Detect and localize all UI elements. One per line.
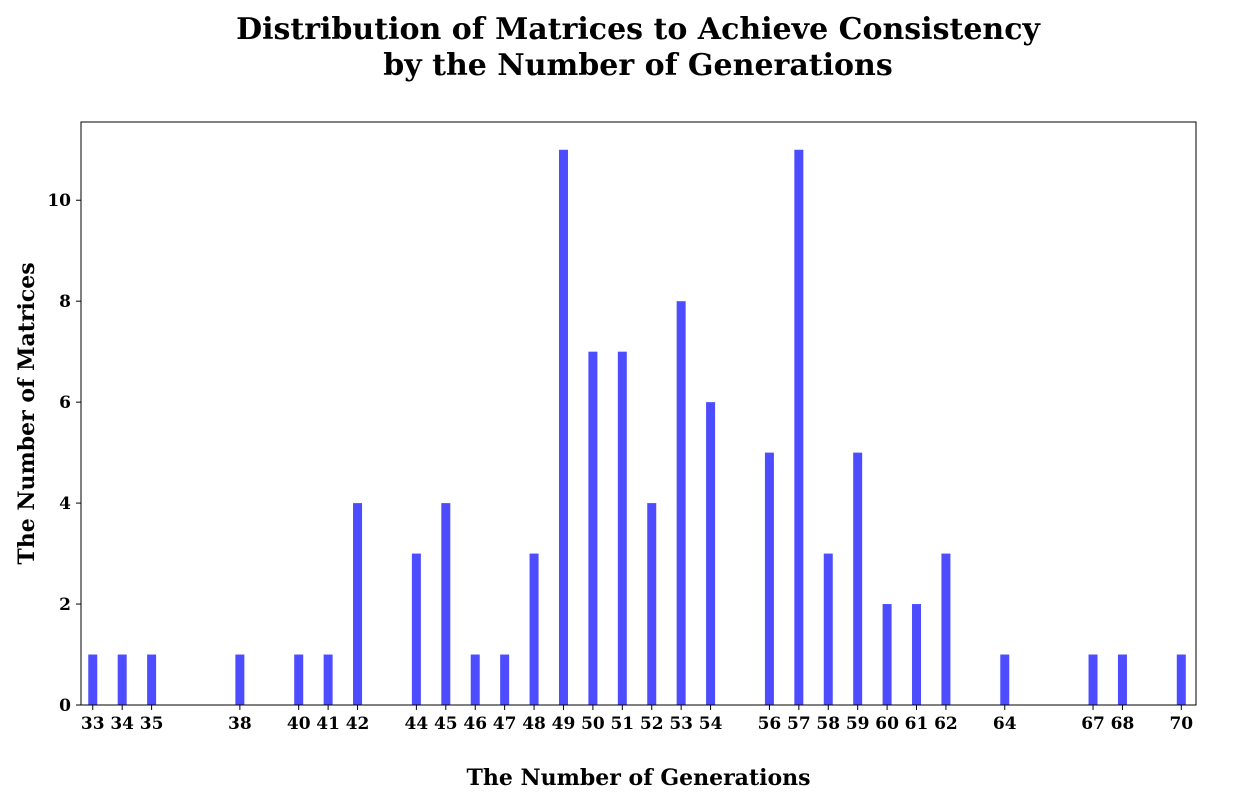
y-axis-ticks: 0 2 4 6 8 10 (47, 191, 81, 716)
x-tick-label-34: 34 (110, 714, 134, 734)
x-tick-label-56: 56 (758, 714, 782, 734)
x-tick-label-40: 40 (287, 714, 311, 734)
y-axis-label: The Number of Matrices (14, 262, 40, 564)
bar-60 (882, 604, 892, 705)
chart-title: Distribution of Matrices to Achieve Cons… (0, 12, 1249, 84)
bar-56 (764, 452, 774, 705)
y-tick-label-10: 10 (47, 191, 71, 211)
bar-44 (411, 553, 421, 705)
bar-40 (294, 654, 304, 705)
x-tick-label-50: 50 (581, 714, 605, 734)
x-tick-label-45: 45 (434, 714, 458, 734)
x-tick-label-60: 60 (875, 714, 899, 734)
y-tick-label-0: 0 (59, 696, 71, 716)
plot-frame (80, 121, 1197, 706)
bar-41 (323, 654, 333, 705)
bar-61 (912, 604, 922, 705)
x-tick-label-33: 33 (81, 714, 105, 734)
x-tick-label-61: 61 (905, 714, 929, 734)
bar-49 (558, 149, 568, 705)
x-tick-label-52: 52 (640, 714, 664, 734)
x-tick-label-54: 54 (699, 714, 723, 734)
bar-46 (470, 654, 480, 705)
bars-group (88, 149, 1186, 705)
x-tick-label-67: 67 (1081, 714, 1105, 734)
x-tick-label-59: 59 (846, 714, 870, 734)
chart-title-line-1: Distribution of Matrices to Achieve Cons… (236, 12, 1040, 47)
x-tick-label-70: 70 (1169, 714, 1193, 734)
x-tick-label-38: 38 (228, 714, 252, 734)
y-tick-label-2: 2 (59, 595, 71, 615)
x-tick-label-64: 64 (993, 714, 1017, 734)
bar-34 (117, 654, 127, 705)
bar-52 (647, 503, 657, 705)
x-tick-label-48: 48 (522, 714, 546, 734)
bar-54 (706, 402, 716, 705)
bar-38 (235, 654, 245, 705)
x-axis-ticks: 33 34 35 38 40 41 42 44 45 46 47 48 49 50 51 52 53 54 56 57… (81, 705, 1193, 734)
chart-title-line-2: by the Number of Generations (383, 48, 893, 83)
x-tick-label-46: 46 (463, 714, 487, 734)
bar-59 (853, 452, 863, 705)
bar-53 (676, 301, 686, 705)
bar-42 (353, 503, 363, 705)
bar-57 (794, 149, 804, 705)
x-tick-label-53: 53 (669, 714, 693, 734)
x-tick-label-47: 47 (493, 714, 517, 734)
bar-45 (441, 503, 451, 705)
y-tick-label-6: 6 (59, 393, 71, 413)
y-tick-label-8: 8 (59, 292, 71, 312)
bar-35 (147, 654, 157, 705)
x-tick-label-42: 42 (346, 714, 370, 734)
bar-62 (941, 553, 951, 705)
bar-51 (617, 351, 627, 705)
bar-48 (529, 553, 539, 705)
x-tick-label-68: 68 (1111, 714, 1135, 734)
x-tick-label-57: 57 (787, 714, 811, 734)
bar-68 (1117, 654, 1127, 705)
x-tick-label-49: 49 (552, 714, 576, 734)
bar-50 (588, 351, 598, 705)
y-tick-label-4: 4 (59, 494, 71, 514)
bar-70 (1176, 654, 1186, 705)
x-tick-label-58: 58 (816, 714, 840, 734)
bar-64 (1000, 654, 1010, 705)
bar-67 (1088, 654, 1098, 705)
x-axis-label: The Number of Generations (466, 765, 810, 791)
bar-58 (823, 553, 833, 705)
bar-33 (88, 654, 98, 705)
x-tick-label-62: 62 (934, 714, 958, 734)
bar-47 (500, 654, 510, 705)
x-tick-label-44: 44 (405, 714, 429, 734)
x-tick-label-41: 41 (316, 714, 340, 734)
x-tick-label-51: 51 (610, 714, 634, 734)
x-tick-label-35: 35 (140, 714, 164, 734)
